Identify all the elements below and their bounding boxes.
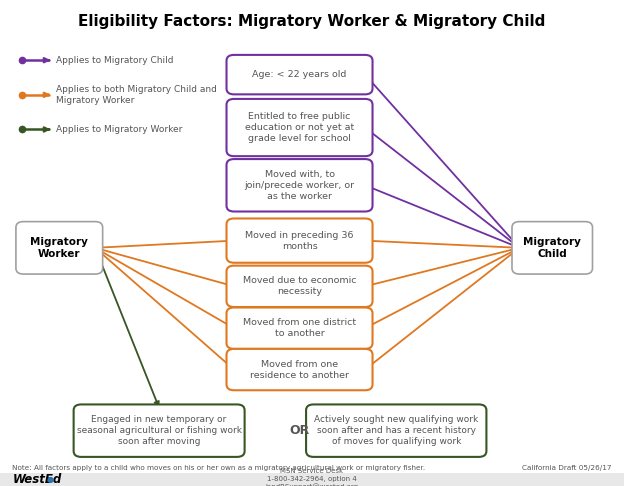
Text: Actively sought new qualifying work
soon after and has a recent history
of moves: Actively sought new qualifying work soon… <box>314 415 479 446</box>
Text: California Draft 05/26/17: California Draft 05/26/17 <box>522 465 612 471</box>
Text: Applies to Migratory Worker: Applies to Migratory Worker <box>56 125 183 134</box>
FancyBboxPatch shape <box>227 349 373 390</box>
FancyBboxPatch shape <box>512 222 593 274</box>
FancyBboxPatch shape <box>74 404 245 457</box>
Text: Moved from one district
to another: Moved from one district to another <box>243 318 356 338</box>
Text: Engaged in new temporary or
seasonal agricultural or fishing work
soon after mov: Engaged in new temporary or seasonal agr… <box>77 415 241 446</box>
Text: Moved in preceding 36
months: Moved in preceding 36 months <box>245 230 354 251</box>
Text: WestEd: WestEd <box>13 473 62 486</box>
Text: Applies to Migratory Child: Applies to Migratory Child <box>56 56 173 65</box>
Text: Migratory
Worker: Migratory Worker <box>31 237 88 259</box>
Text: Migratory
Child: Migratory Child <box>524 237 581 259</box>
FancyBboxPatch shape <box>0 472 624 486</box>
FancyBboxPatch shape <box>306 404 486 457</box>
Text: Moved from one
residence to another: Moved from one residence to another <box>250 360 349 380</box>
Text: Moved due to economic
necessity: Moved due to economic necessity <box>243 276 356 296</box>
Text: MSN Service Desk
1-800-342-2964, option 4
landRSupport@wested.org: MSN Service Desk 1-800-342-2964, option … <box>265 469 359 486</box>
FancyBboxPatch shape <box>227 99 373 156</box>
FancyBboxPatch shape <box>227 219 373 263</box>
Text: Applies to both Migratory Child and
Migratory Worker: Applies to both Migratory Child and Migr… <box>56 85 217 104</box>
FancyBboxPatch shape <box>16 222 102 274</box>
FancyBboxPatch shape <box>227 266 373 307</box>
Text: Entitled to free public
education or not yet at
grade level for school: Entitled to free public education or not… <box>245 112 354 143</box>
Text: Note: All factors apply to a child who moves on his or her own as a migratory ag: Note: All factors apply to a child who m… <box>12 465 426 471</box>
FancyBboxPatch shape <box>227 308 373 349</box>
Text: Moved with, to
join/precede worker, or
as the worker: Moved with, to join/precede worker, or a… <box>245 170 354 201</box>
FancyBboxPatch shape <box>227 55 373 94</box>
Text: OR: OR <box>290 424 310 437</box>
Text: Eligibility Factors: Migratory Worker & Migratory Child: Eligibility Factors: Migratory Worker & … <box>79 14 545 29</box>
Text: Age: < 22 years old: Age: < 22 years old <box>252 70 347 79</box>
Text: ●: ● <box>47 475 54 484</box>
FancyBboxPatch shape <box>227 159 373 211</box>
